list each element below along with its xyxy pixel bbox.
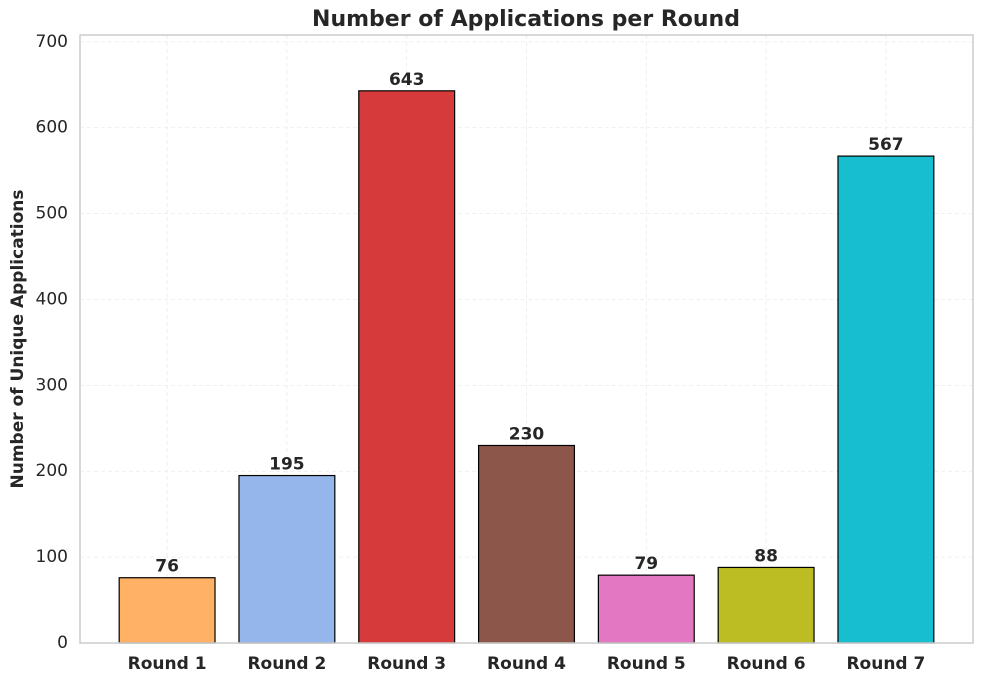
y-tick-label: 700 (36, 32, 68, 52)
x-tick-label: Round 7 (846, 654, 925, 674)
x-tick-label: Round 3 (367, 654, 446, 674)
bar (118, 577, 216, 644)
y-tick-label: 0 (57, 633, 68, 653)
value-label: 643 (389, 70, 425, 90)
y-tick-label: 400 (36, 289, 68, 309)
y-tick-label: 500 (36, 204, 68, 224)
x-tick-label: Round 4 (487, 654, 566, 674)
x-tick-label: Round 2 (247, 654, 326, 674)
bar (238, 474, 336, 644)
value-label: 76 (155, 557, 179, 577)
y-tick-label: 100 (36, 547, 68, 567)
y-axis-label: Number of Unique Applications (8, 189, 28, 488)
value-label: 230 (509, 424, 545, 444)
value-label: 567 (868, 135, 904, 155)
bar (477, 444, 576, 644)
y-tick-label: 600 (36, 118, 68, 138)
x-tick-label: Round 1 (128, 654, 207, 674)
value-label: 88 (754, 546, 778, 566)
bar (358, 90, 456, 644)
y-tick-label: 200 (36, 461, 68, 481)
chart-title: Number of Applications per Round (312, 7, 740, 32)
y-tick-label: 300 (36, 375, 68, 395)
plot-frame (79, 34, 974, 644)
x-tick-label: Round 5 (607, 654, 686, 674)
value-label: 195 (269, 455, 305, 475)
x-tick-label: Round 6 (727, 654, 806, 674)
bar (837, 155, 935, 644)
value-label: 79 (634, 554, 658, 574)
bar (717, 566, 815, 644)
bar (597, 574, 695, 644)
